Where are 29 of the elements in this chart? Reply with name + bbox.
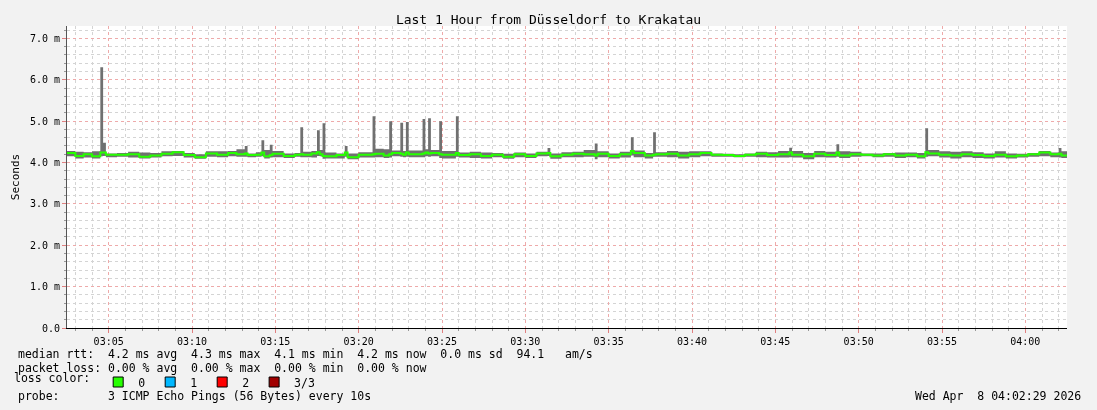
x-tick-label: 03:40 [676, 336, 708, 347]
legend-label: 2 [242, 375, 250, 390]
y-tick-label: 6.0 m [29, 74, 60, 86]
legend-label: 0 [138, 375, 146, 390]
x-tick-label: 04:00 [1010, 336, 1041, 347]
text: probe: 3 ICMP Echo Pings (56 Bytes) every 10s [18, 389, 372, 403]
text: Wed Apr 8 04:02:29 2026 [915, 389, 1082, 403]
x-tick-label: 03:50 [843, 336, 874, 347]
x-tick-label: 03:30 [510, 336, 541, 347]
x-tick-label: 03:45 [760, 336, 791, 347]
y-axis-title: Seconds [8, 153, 22, 201]
x-tick-label: 03:55 [926, 336, 958, 347]
legend-label: 3/3 [294, 375, 315, 390]
y-tick-label: 7.0 m [29, 32, 60, 44]
y-tick-label: 4.0 m [29, 157, 60, 169]
legend-label: 1 [190, 375, 198, 390]
y-tick-label: 1.0 m [29, 281, 60, 293]
x-tick-label: 03:15 [260, 336, 291, 347]
x-tick-label: 03:10 [176, 336, 208, 347]
x-tick-label: 03:35 [593, 336, 624, 347]
text: median rtt: 4.2 ms avg 4.3 ms max 4.1 ms min 4.2 ms now 0.0 ms sd 94.1 am/s [18, 347, 593, 361]
y-tick-label: 3.0 m [29, 198, 60, 210]
x-tick-label: 03:25 [426, 336, 458, 347]
x-tick-label: 03:20 [343, 336, 374, 347]
y-tick-label: 5.0 m [29, 115, 60, 127]
y-tick-label: 0.0 [41, 322, 60, 334]
chart-title: Last 1 Hour from Düsseldorf to Krakatau [395, 11, 702, 27]
y-tick-label: 2.0 m [29, 239, 60, 251]
x-tick-label: 03:05 [93, 336, 124, 347]
